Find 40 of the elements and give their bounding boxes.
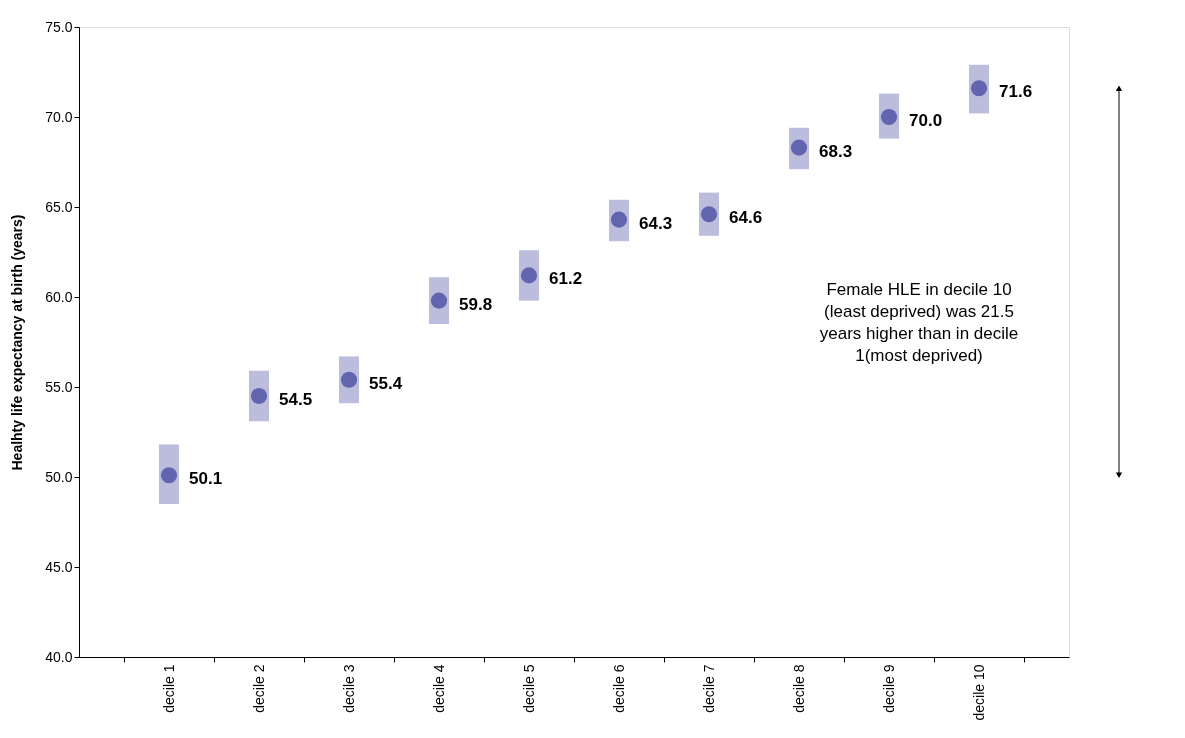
data-label: 59.8 [459, 294, 493, 314]
y-tick-label: 60.0 [45, 288, 73, 305]
x-tick-label: decile 6 [610, 664, 627, 713]
point [340, 371, 358, 388]
x-tick-label: decile 7 [700, 664, 717, 713]
point [790, 139, 808, 156]
x-tick-label: decile 5 [520, 664, 537, 713]
data-label: 70.0 [909, 111, 943, 130]
point [700, 206, 718, 223]
data-label: 64.3 [639, 213, 673, 233]
x-tick-label: decile 8 [790, 664, 807, 713]
y-tick-label: 55.0 [45, 378, 73, 395]
y-tick-label: 65.0 [45, 198, 73, 215]
y-tick-label: 40.0 [45, 648, 73, 665]
point [880, 108, 898, 126]
x-tick-label: decile 10 [970, 664, 987, 721]
y-tick-label: 50.0 [45, 468, 73, 485]
point [610, 211, 628, 228]
data-label: 54.5 [279, 390, 313, 409]
point [430, 292, 448, 309]
data-label: 68.3 [819, 141, 853, 161]
y-tick-label: 75.0 [45, 18, 73, 35]
x-tick-label: decile 4 [430, 664, 447, 713]
x-tick-label: decile 9 [880, 664, 897, 713]
data-label: 55.4 [369, 373, 403, 393]
point [520, 267, 538, 284]
x-tick-label: decile 2 [250, 664, 267, 713]
y-axis-title: Healhty life expectancy at birth (years) [9, 214, 26, 471]
data-label: 71.6 [999, 82, 1033, 102]
x-tick-label: decile 3 [340, 664, 357, 713]
point [970, 80, 988, 97]
point [160, 467, 178, 484]
data-label: 64.6 [729, 208, 763, 228]
data-label: 61.2 [549, 269, 583, 289]
y-tick-label: 70.0 [45, 108, 73, 125]
annotation: Female HLE in decile 10 (least deprived) was 21.5 years higher than in decile 1(most deprived) [819, 280, 1019, 365]
x-tick-label: decile 1 [160, 664, 177, 713]
y-tick-label: 45.0 [45, 558, 73, 575]
point [250, 387, 268, 405]
data-label: 50.1 [189, 469, 223, 489]
